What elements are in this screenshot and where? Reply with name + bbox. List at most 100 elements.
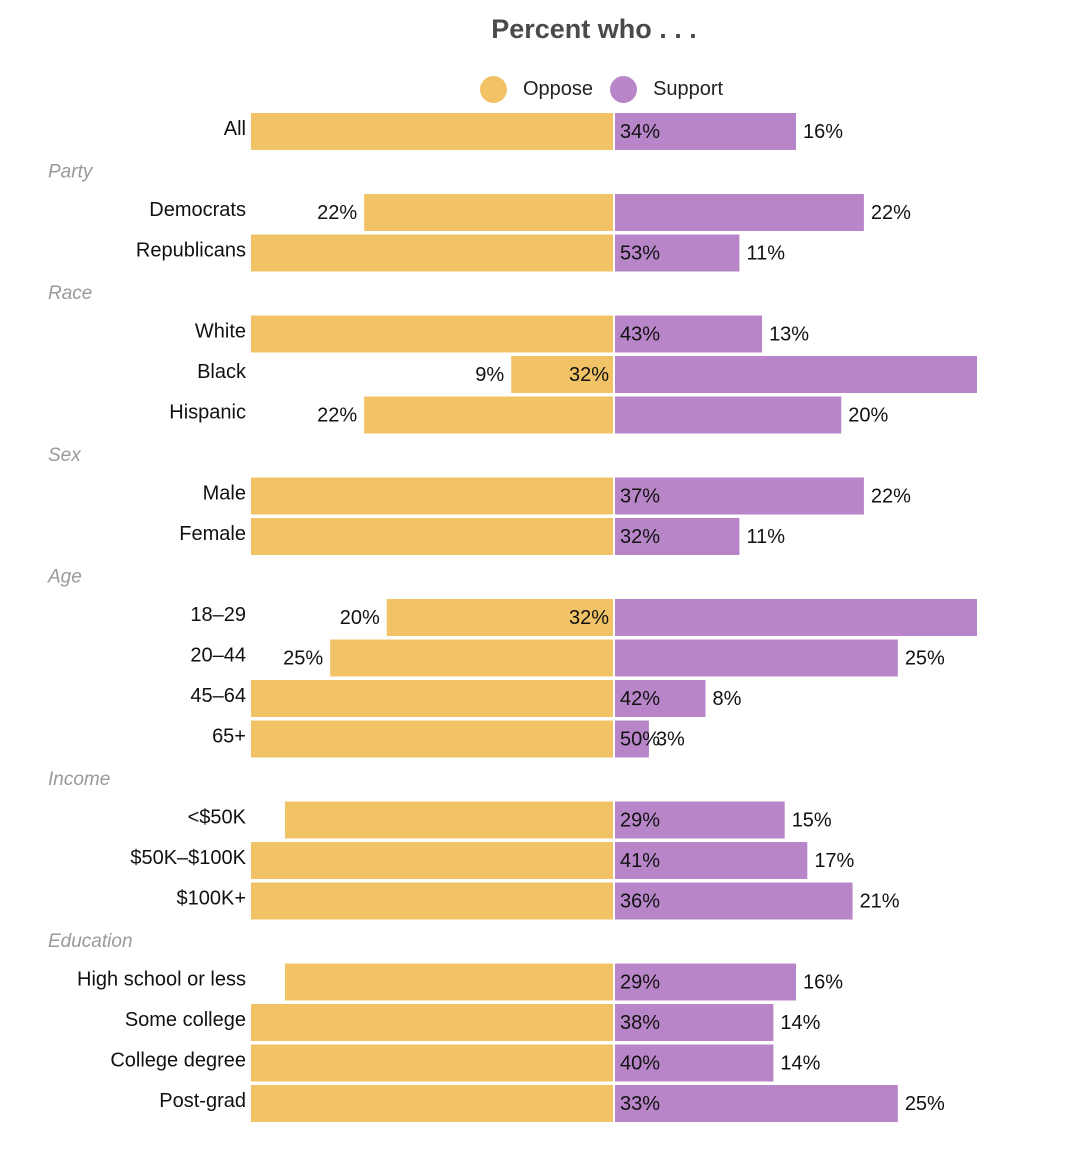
support-value-label: 21% xyxy=(860,891,900,913)
support-bar xyxy=(615,1044,774,1082)
group-label: Party xyxy=(48,162,94,183)
support-value-label: 20% xyxy=(848,405,888,427)
legend-oppose-label: Oppose xyxy=(523,78,594,100)
row-label: 20–44 xyxy=(190,645,246,667)
oppose-value-label: 29% xyxy=(620,972,660,994)
row-label: $50K–$100K xyxy=(130,847,246,869)
support-value-label: 22% xyxy=(871,486,911,508)
support-bar xyxy=(615,1085,898,1122)
support-value-label: 16% xyxy=(803,121,843,143)
legend: Oppose Support xyxy=(480,76,740,103)
oppose-value-label: 36% xyxy=(620,891,660,913)
support-bar xyxy=(615,234,740,272)
oppose-value-label: 9% xyxy=(475,364,504,386)
support-value-label: 8% xyxy=(713,688,742,710)
support-bar xyxy=(615,801,785,839)
oppose-bar xyxy=(251,1004,613,1041)
oppose-value-label: 41% xyxy=(620,850,660,872)
row-label: Post-grad xyxy=(159,1090,246,1112)
group-label: Education xyxy=(48,931,133,952)
oppose-bar xyxy=(251,315,613,353)
support-bar xyxy=(615,356,977,393)
support-value-label: 32% xyxy=(569,364,609,386)
oppose-bar xyxy=(251,720,613,758)
oppose-value-label: 50% xyxy=(620,729,660,751)
row-label: Female xyxy=(179,523,246,545)
oppose-bar xyxy=(251,680,613,717)
oppose-value-label: 20% xyxy=(340,607,380,629)
oppose-value-label: 53% xyxy=(620,243,660,265)
oppose-value-label: 40% xyxy=(620,1053,660,1075)
support-bar xyxy=(615,963,796,1001)
support-bar xyxy=(615,518,740,555)
support-value-label: 13% xyxy=(769,324,809,346)
oppose-value-label: 32% xyxy=(620,526,660,548)
row-label: Male xyxy=(203,483,246,505)
support-value-label: 11% xyxy=(746,243,785,265)
oppose-bar xyxy=(251,882,613,920)
group-label: Income xyxy=(48,769,110,790)
support-value-label: 32% xyxy=(569,607,609,629)
support-value-label: 11% xyxy=(746,526,785,548)
row-label: High school or less xyxy=(77,969,246,991)
oppose-bar xyxy=(251,1044,613,1082)
support-bar xyxy=(615,1004,774,1041)
row-label: Democrats xyxy=(149,199,246,221)
support-value-label: 25% xyxy=(905,648,945,670)
oppose-bar xyxy=(284,801,613,839)
row-label: Republicans xyxy=(136,240,246,262)
support-value-label: 22% xyxy=(871,202,911,224)
oppose-value-label: 43% xyxy=(620,324,660,346)
oppose-bar xyxy=(251,113,613,150)
oppose-bar xyxy=(251,842,613,879)
oppose-bar xyxy=(364,194,613,231)
support-bar xyxy=(615,194,864,231)
chart-title: Percent who . . . xyxy=(491,14,697,44)
support-value-label: 15% xyxy=(792,810,832,832)
support-bar xyxy=(615,599,977,636)
row-label: All xyxy=(224,118,246,140)
row-label: $100K+ xyxy=(176,888,246,910)
support-bar xyxy=(615,315,763,353)
row-label: 45–64 xyxy=(190,685,246,707)
row-label: 65+ xyxy=(212,726,246,748)
row-label: <$50K xyxy=(188,807,247,829)
oppose-value-label: 38% xyxy=(620,1012,660,1034)
support-bar xyxy=(615,882,853,920)
support-value-label: 3% xyxy=(656,729,685,751)
support-bar xyxy=(615,680,706,717)
oppose-bar xyxy=(330,639,613,677)
group-label: Sex xyxy=(48,445,82,466)
row-label: College degree xyxy=(110,1050,246,1072)
row-label: Some college xyxy=(125,1009,246,1031)
oppose-bar xyxy=(251,1085,613,1122)
oppose-value-label: 22% xyxy=(317,405,357,427)
legend-support-label: Support xyxy=(653,78,724,100)
support-value-label: 14% xyxy=(780,1012,820,1034)
group-label: Age xyxy=(47,567,82,588)
oppose-value-label: 33% xyxy=(620,1093,660,1115)
oppose-value-label: 22% xyxy=(317,202,357,224)
support-bar xyxy=(615,113,796,150)
oppose-value-label: 42% xyxy=(620,688,660,710)
support-bar xyxy=(615,842,808,879)
oppose-bar xyxy=(511,356,613,393)
oppose-value-label: 29% xyxy=(620,810,660,832)
support-bar xyxy=(615,396,842,434)
support-bar xyxy=(615,639,898,677)
oppose-bar xyxy=(251,518,613,555)
support-bar xyxy=(615,720,649,758)
row-label: 18–29 xyxy=(190,604,246,626)
row-label: White xyxy=(195,321,246,343)
oppose-value-label: 25% xyxy=(283,648,323,670)
oppose-bar xyxy=(251,234,613,272)
row-label: Black xyxy=(197,361,247,383)
row-label: Hispanic xyxy=(169,402,246,424)
oppose-bar xyxy=(251,477,613,515)
oppose-bar xyxy=(284,963,613,1001)
oppose-value-label: 34% xyxy=(620,121,660,143)
support-value-label: 25% xyxy=(905,1093,945,1115)
oppose-value-label: 37% xyxy=(620,486,660,508)
support-value-label: 17% xyxy=(814,850,854,872)
